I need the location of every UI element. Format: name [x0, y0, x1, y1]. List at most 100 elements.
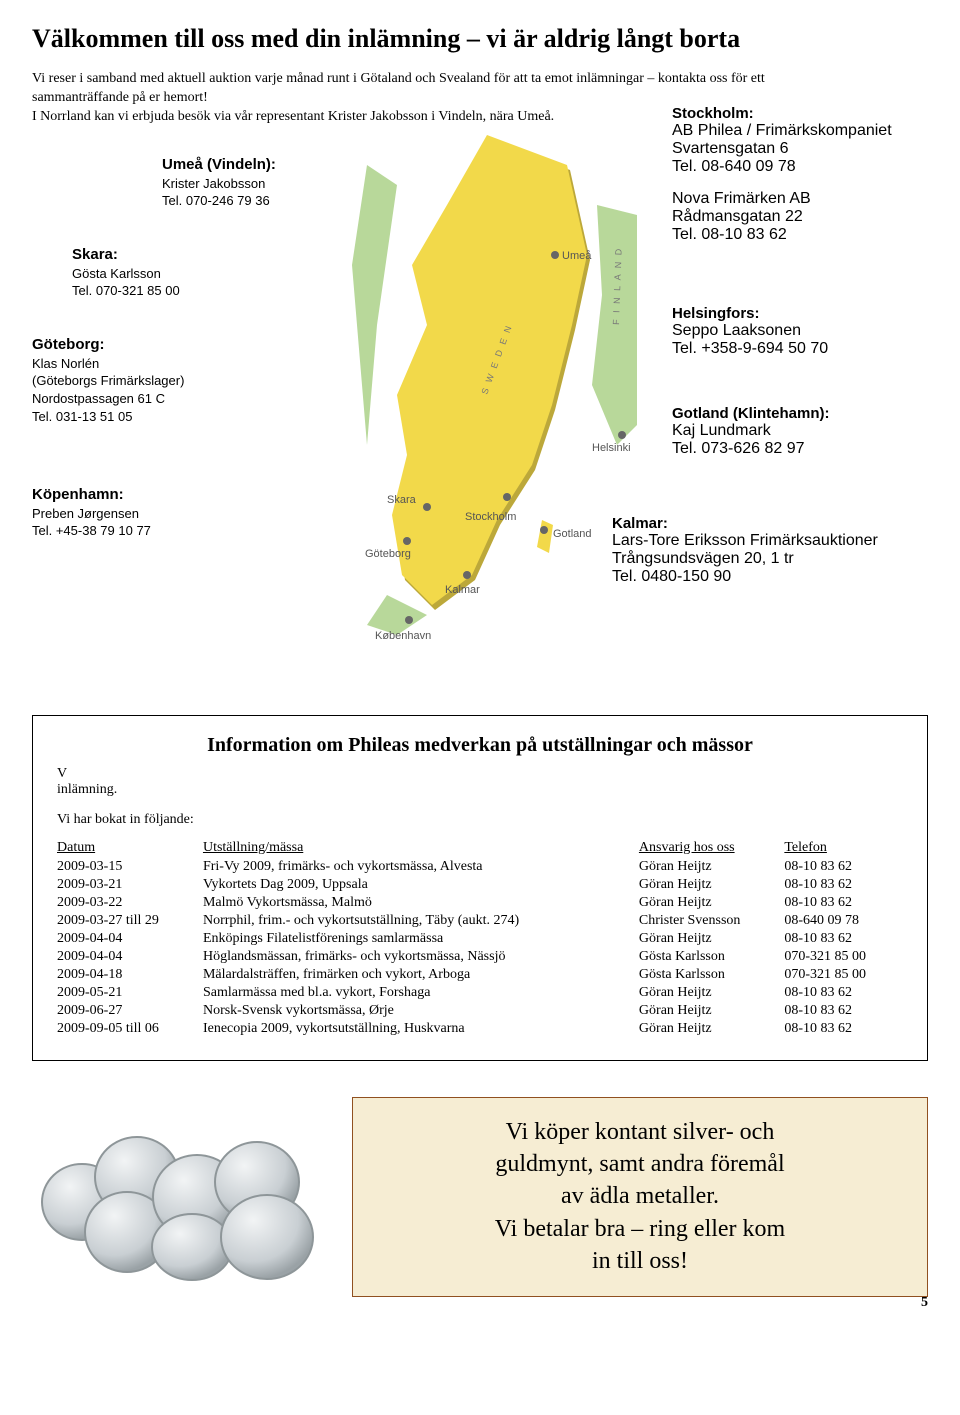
loc-helsingfors-l1: Seppo Laaksonen	[672, 322, 960, 340]
info-lead: Vinlämning.	[57, 765, 903, 798]
svg-text:Helsinki: Helsinki	[592, 442, 631, 454]
loc-kalmar: Kalmar: Lars-Tore Eriksson Frimärksaukti…	[612, 515, 912, 586]
table-cell: 070-321 85 00	[784, 948, 903, 966]
buy-l4: Vi betalar bra – ring eller kom	[371, 1213, 909, 1245]
buy-l5: in till oss!	[371, 1245, 909, 1277]
loc-gotland-l2: Tel. 073-626 82 97	[672, 440, 960, 458]
svg-text:Göteborg: Göteborg	[365, 548, 411, 560]
loc-skara-l2: Tel. 070-321 85 00	[72, 282, 180, 300]
table-cell: Samlarmässa med bl.a. vykort, Forshaga	[203, 984, 639, 1002]
table-row: 2009-04-04Enköpings Filatelistförenings …	[57, 930, 903, 948]
loc-umea-l1: Krister Jakobsson	[162, 175, 276, 193]
table-cell: Göran Heijtz	[639, 876, 784, 894]
loc-stockholm-b2: Rådmansgatan 22	[672, 208, 960, 226]
loc-goteborg-l2: (Göteborgs Frimärkslager)	[32, 372, 184, 390]
loc-kalmar-l1: Lars-Tore Eriksson Frimärksauktioner	[612, 532, 912, 550]
loc-stockholm-a1: AB Philea / Frimärkskompaniet	[672, 122, 960, 140]
table-cell: Norrphil, frim.- och vykortsutställning,…	[203, 912, 639, 930]
loc-stockholm-a3: Tel. 08-640 09 78	[672, 158, 960, 176]
table-cell: 08-10 83 62	[784, 984, 903, 1002]
loc-kopenhamn: Köpenhamn: Preben Jørgensen Tel. +45-38 …	[32, 485, 151, 540]
loc-goteborg-l3: Nordostpassagen 61 C	[32, 390, 184, 408]
table-cell: 2009-05-21	[57, 984, 203, 1002]
table-row: 2009-03-22Malmö Vykortsmässa, MalmöGöran…	[57, 894, 903, 912]
table-header-row: Datum Utställning/mässa Ansvarig hos oss…	[57, 838, 903, 858]
table-cell: 2009-09-05 till 06	[57, 1020, 203, 1038]
map-area: Umeå Skara Stockholm Göteborg Gotland Ka…	[32, 145, 928, 685]
table-cell: 08-10 83 62	[784, 1002, 903, 1020]
loc-goteborg-title: Göteborg:	[32, 335, 184, 355]
table-cell: Mälardalsträffen, frimärken och vykort, …	[203, 966, 639, 984]
col-date: Datum	[57, 838, 203, 858]
table-row: 2009-05-21Samlarmässa med bl.a. vykort, …	[57, 984, 903, 1002]
table-cell: 2009-04-04	[57, 948, 203, 966]
table-cell: 2009-03-21	[57, 876, 203, 894]
svg-text:Kalmar: Kalmar	[445, 584, 480, 596]
loc-stockholm: Stockholm: AB Philea / Frimärkskompaniet…	[672, 105, 960, 244]
loc-kopenhamn-l2: Tel. +45-38 79 10 77	[32, 522, 151, 540]
svg-text:Gotland: Gotland	[553, 528, 592, 540]
table-cell: Gösta Karlsson	[639, 948, 784, 966]
loc-skara-l1: Gösta Karlsson	[72, 265, 180, 283]
info-box: Information om Phileas medverkan på utst…	[32, 715, 928, 1061]
loc-helsingfors-l2: Tel. +358-9-694 50 70	[672, 340, 960, 358]
info-booked: Vi har bokat in följande:	[57, 812, 903, 828]
table-cell: Göran Heijtz	[639, 984, 784, 1002]
loc-kalmar-title: Kalmar:	[612, 515, 912, 532]
col-phone: Telefon	[784, 838, 903, 858]
table-cell: Malmö Vykortsmässa, Malmö	[203, 894, 639, 912]
loc-umea-title: Umeå (Vindeln):	[162, 155, 276, 175]
table-cell: 2009-03-22	[57, 894, 203, 912]
table-cell: Vykortets Dag 2009, Uppsala	[203, 876, 639, 894]
table-cell: Fri-Vy 2009, frimärks- och vykortsmässa,…	[203, 858, 639, 876]
loc-gotland-l1: Kaj Lundmark	[672, 422, 960, 440]
loc-stockholm-b1: Nova Frimärken AB	[672, 190, 960, 208]
loc-kopenhamn-title: Köpenhamn:	[32, 485, 151, 505]
loc-umea: Umeå (Vindeln): Krister Jakobsson Tel. 0…	[162, 155, 276, 210]
buy-l1: Vi köper kontant silver- och	[371, 1116, 909, 1148]
table-cell: Christer Svensson	[639, 912, 784, 930]
page-title: Välkommen till oss med din inlämning – v…	[32, 24, 928, 54]
table-row: 2009-04-18Mälardalsträffen, frimärken oc…	[57, 966, 903, 984]
loc-goteborg-l4: Tel. 031-13 51 05	[32, 408, 184, 426]
map-svg: Umeå Skara Stockholm Göteborg Gotland Ka…	[337, 125, 637, 645]
table-row: 2009-03-15Fri-Vy 2009, frimärks- och vyk…	[57, 858, 903, 876]
loc-gotland: Gotland (Klintehamn): Kaj Lundmark Tel. …	[672, 405, 960, 458]
table-cell: Norsk-Svensk vykortsmässa, Ørje	[203, 1002, 639, 1020]
loc-stockholm-title: Stockholm:	[672, 105, 960, 122]
schedule-table: Datum Utställning/mässa Ansvarig hos oss…	[57, 838, 903, 1038]
table-row: 2009-03-27 till 29Norrphil, frim.- och v…	[57, 912, 903, 930]
table-cell: 2009-04-04	[57, 930, 203, 948]
table-row: 2009-04-04Höglandsmässan, frimärks- och …	[57, 948, 903, 966]
table-cell: Göran Heijtz	[639, 930, 784, 948]
svg-text:Stockholm: Stockholm	[465, 511, 516, 523]
table-cell: 08-10 83 62	[784, 930, 903, 948]
loc-stockholm-b3: Tel. 08-10 83 62	[672, 226, 960, 244]
loc-goteborg-l1: Klas Norlén	[32, 355, 184, 373]
coin-illustration	[32, 1112, 332, 1282]
loc-gotland-title: Gotland (Klintehamn):	[672, 405, 960, 422]
table-cell: Gösta Karlsson	[639, 966, 784, 984]
table-cell: 08-640 09 78	[784, 912, 903, 930]
table-cell: Göran Heijtz	[639, 894, 784, 912]
table-cell: 2009-03-15	[57, 858, 203, 876]
svg-text:København: København	[375, 630, 431, 642]
buy-box: Vi köper kontant silver- och guldmynt, s…	[352, 1097, 928, 1297]
table-cell: 08-10 83 62	[784, 876, 903, 894]
table-cell: 08-10 83 62	[784, 858, 903, 876]
loc-skara: Skara: Gösta Karlsson Tel. 070-321 85 00	[72, 245, 180, 300]
loc-helsingfors: Helsingfors: Seppo Laaksonen Tel. +358-9…	[672, 305, 960, 358]
loc-skara-title: Skara:	[72, 245, 180, 265]
table-cell: 2009-03-27 till 29	[57, 912, 203, 930]
buy-l3: av ädla metaller.	[371, 1180, 909, 1212]
col-contact: Ansvarig hos oss	[639, 838, 784, 858]
table-cell: 070-321 85 00	[784, 966, 903, 984]
loc-umea-l2: Tel. 070-246 79 36	[162, 192, 276, 210]
table-cell: Ienecopia 2009, vykortsutställning, Husk…	[203, 1020, 639, 1038]
col-fair: Utställning/mässa	[203, 838, 639, 858]
table-cell: Göran Heijtz	[639, 858, 784, 876]
table-cell: 2009-06-27	[57, 1002, 203, 1020]
page-number: 5	[921, 1295, 928, 1311]
loc-stockholm-a2: Svartensgatan 6	[672, 140, 960, 158]
svg-text:Skara: Skara	[387, 494, 417, 506]
